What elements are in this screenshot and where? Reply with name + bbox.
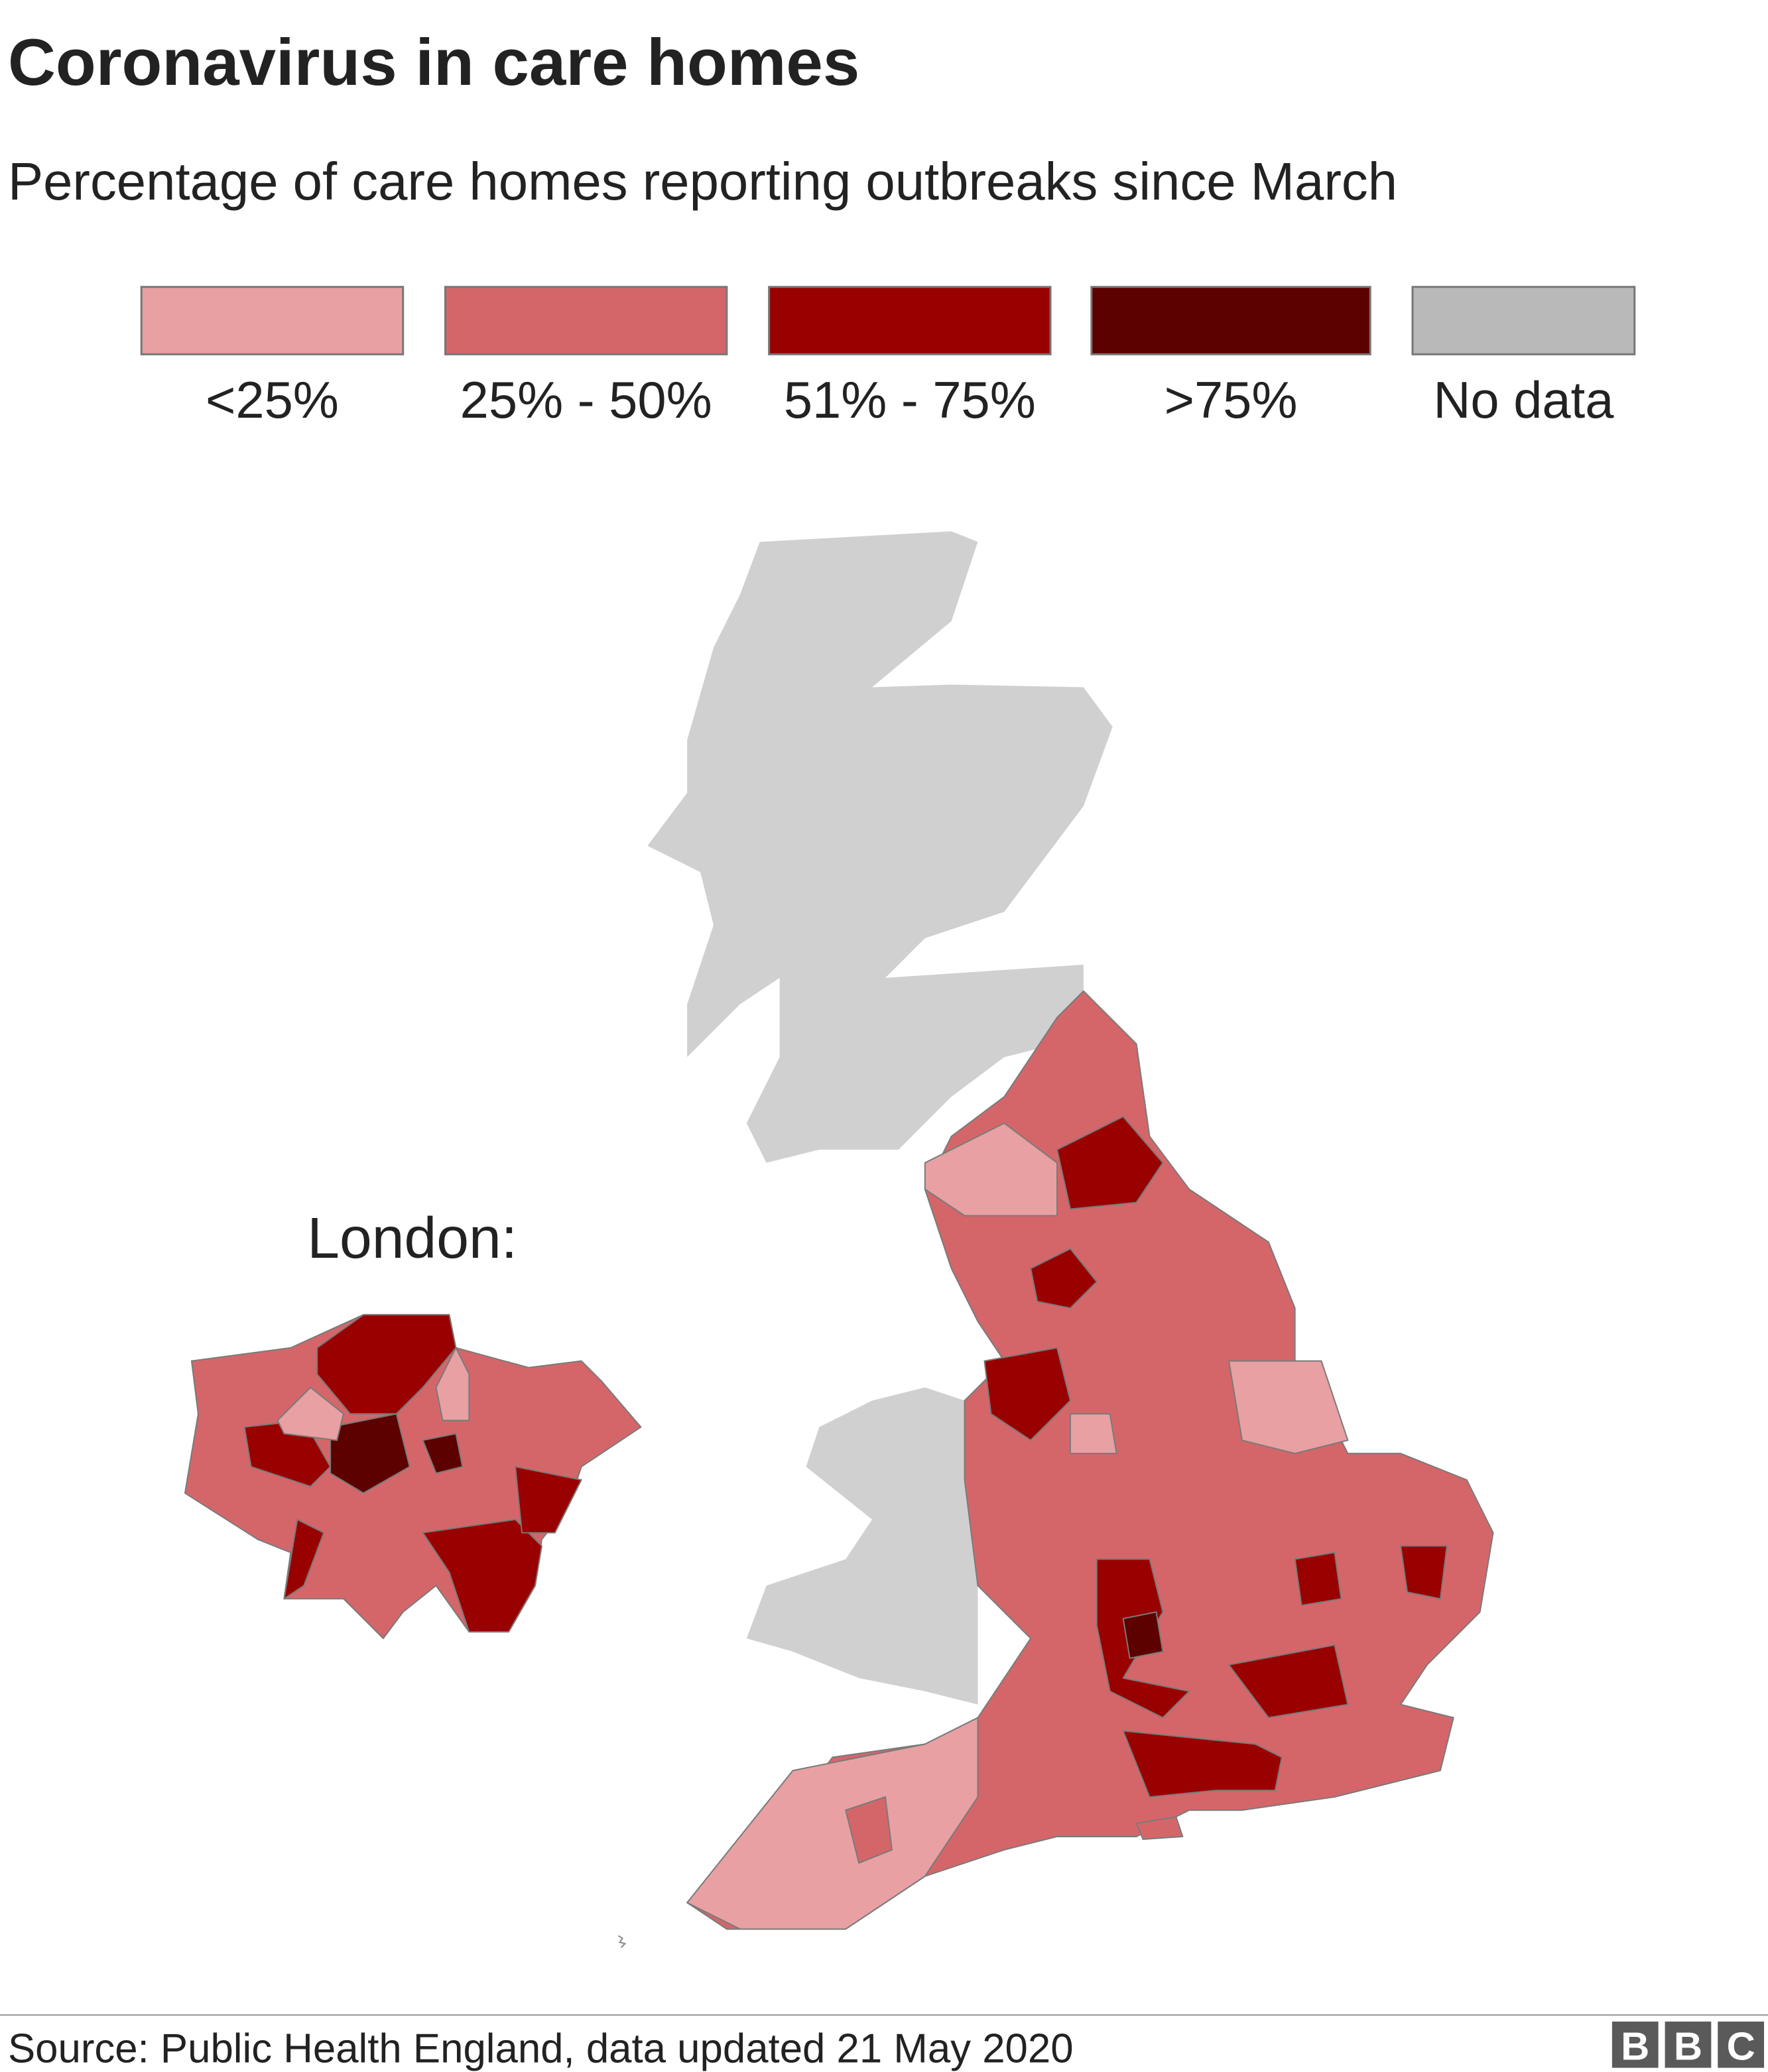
region-high	[1030, 1248, 1098, 1309]
london-high	[283, 1518, 325, 1600]
wales	[746, 1387, 978, 1705]
region-low	[1069, 1413, 1117, 1455]
london-low	[435, 1347, 470, 1422]
region-high	[1294, 1552, 1342, 1607]
region-mid	[1135, 1816, 1184, 1840]
inset-label: London:	[307, 1205, 517, 1270]
region-highest	[1122, 1611, 1164, 1659]
logo-letter: C	[1727, 2024, 1755, 2069]
legend-swatch	[768, 286, 1052, 355]
logo-box	[1611, 2021, 1659, 2068]
region-low	[1228, 1360, 1349, 1455]
region-high	[983, 1347, 1071, 1441]
logo-letter: B	[1674, 2024, 1702, 2069]
legend-label: 25% - 50%	[460, 372, 712, 429]
title: Coronavirus in care homes	[8, 26, 859, 99]
region-mid	[845, 1796, 893, 1864]
logo-box	[1718, 2021, 1765, 2068]
region-low	[686, 1717, 979, 1930]
legend-swatch	[140, 286, 405, 355]
legend-swatch	[1090, 286, 1371, 355]
isles	[617, 1935, 627, 1949]
london-high	[515, 1466, 582, 1534]
logo-box	[1665, 2021, 1712, 2068]
legend-swatch	[444, 286, 728, 355]
legend-label: No data	[1433, 372, 1614, 429]
london-high	[316, 1313, 457, 1415]
legend: <25% 25% - 50% 51% - 75% >75% No data	[140, 286, 1636, 429]
legend-label: <25%	[206, 372, 339, 429]
scotland	[647, 531, 1113, 1163]
london-highest	[330, 1413, 410, 1494]
region-high	[1122, 1730, 1283, 1798]
london-low	[277, 1386, 345, 1441]
region-high	[1228, 1644, 1349, 1719]
london-high	[422, 1518, 542, 1633]
legend-label: 51% - 75%	[784, 372, 1036, 429]
legend-label: >75%	[1165, 372, 1298, 429]
region-high	[1400, 1545, 1448, 1600]
logo-letter: B	[1621, 2024, 1649, 2069]
subtitle: Percentage of care homes reporting outbr…	[8, 152, 1397, 211]
london-highest	[422, 1433, 464, 1475]
legend-swatch	[1411, 286, 1636, 355]
region-high	[1056, 1116, 1164, 1210]
source: Source: Public Health England, data upda…	[8, 2026, 1074, 2072]
region-low	[924, 1123, 1058, 1217]
